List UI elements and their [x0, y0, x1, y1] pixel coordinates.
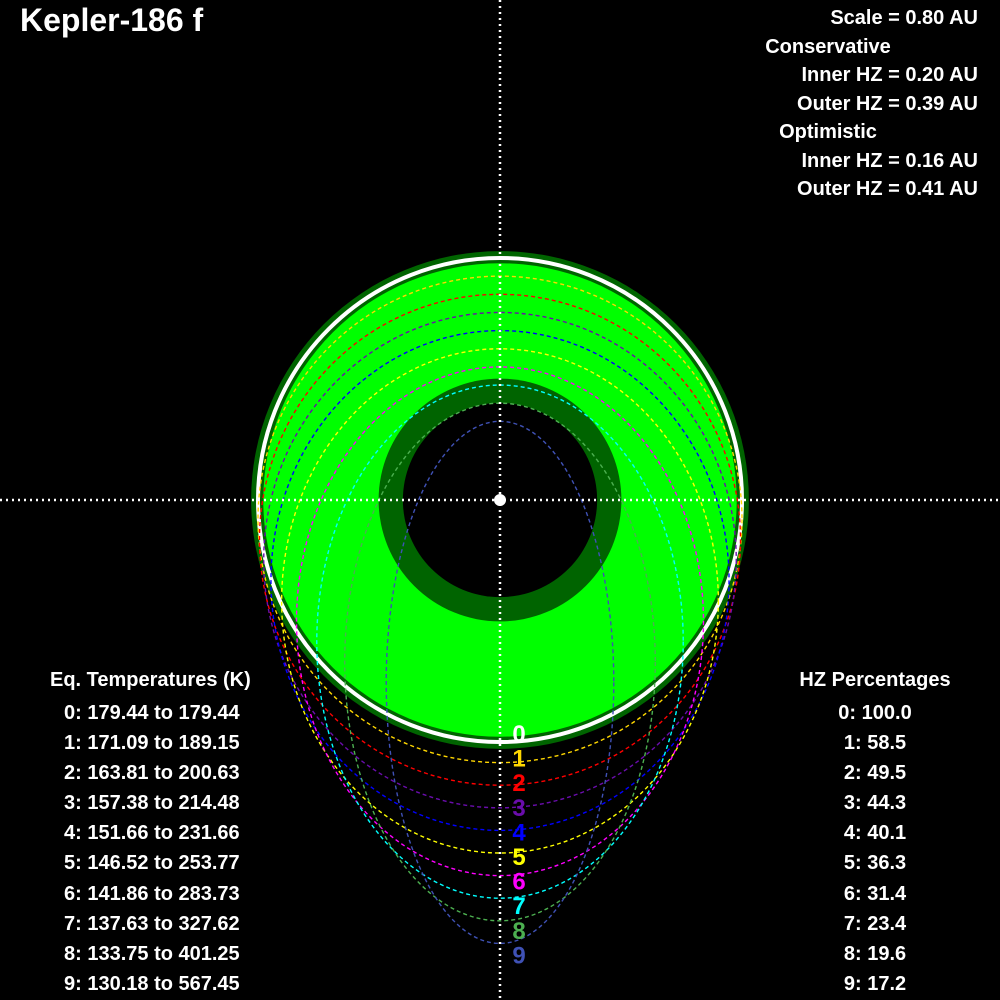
- optimistic-inner-hz: Inner HZ = 0.16 AU: [801, 149, 978, 172]
- hz-percentage-row: 4: 40.1: [843, 822, 907, 845]
- eq-temp-row: 2: 163.81 to 200.63: [64, 762, 240, 785]
- eq-temp-row: 3: 157.38 to 214.48: [64, 792, 240, 815]
- orbit-label-6: 6: [512, 869, 525, 896]
- hz-percentages-header: HZ Percentages: [799, 669, 951, 691]
- hz-percentage-row: 3: 44.3: [843, 792, 907, 815]
- eq-temp-row: 9: 130.18 to 567.45: [64, 972, 240, 995]
- hz-percentage-row: 8: 19.6: [843, 942, 907, 965]
- orbit-label-3: 3: [512, 795, 525, 822]
- scale-label: Scale = 0.80 AU: [830, 7, 978, 29]
- hz-percentage-row: 0: 100.0: [838, 702, 912, 724]
- optimistic-outer-hz: Outer HZ = 0.41 AU: [797, 178, 978, 200]
- eq-temp-row: 6: 141.86 to 283.73: [64, 882, 240, 905]
- eq-temp-row: 4: 151.66 to 231.66: [64, 822, 240, 845]
- conservative-inner-hz: Inner HZ = 0.20 AU: [801, 64, 978, 86]
- orbit-label-1: 1: [512, 746, 525, 773]
- hz-percentages-panel: HZ Percentages 0: 100.0 1: 58.5 2: 49.5 …: [770, 666, 980, 999]
- eq-temp-row: 7: 137.63 to 327.62: [64, 912, 240, 935]
- eq-temp-row: 0: 179.44 to 179.44: [64, 702, 240, 724]
- hz-percentage-row: 7: 23.4: [843, 912, 907, 935]
- hz-percentage-row: 2: 49.5: [843, 762, 907, 785]
- conservative-outer-hz: Outer HZ = 0.39 AU: [797, 92, 978, 115]
- hz-percentage-row: 5: 36.3: [843, 852, 907, 875]
- eq-temperatures-panel: Eq. Temperatures (K) 0: 179.44 to 179.44…: [50, 666, 290, 999]
- orbit-label-5: 5: [512, 844, 525, 871]
- eq-temperatures-header: Eq. Temperatures (K): [50, 669, 251, 691]
- conservative-label: Conservative: [765, 35, 891, 58]
- orbit-label-4: 4: [512, 819, 526, 846]
- orbit-label-8: 8: [512, 918, 525, 945]
- orbit-label-7: 7: [512, 893, 525, 920]
- scale-info-panel: Scale = 0.80 AU Conservative Inner HZ = …: [678, 4, 978, 204]
- eq-temp-row: 8: 133.75 to 401.25: [64, 942, 240, 965]
- orbit-ellipse-3: [263, 311, 737, 809]
- eq-temp-row: 5: 146.52 to 253.77: [64, 852, 240, 875]
- hz-percentage-row: 9: 17.2: [843, 972, 907, 995]
- eq-temp-row: 1: 171.09 to 189.15: [64, 732, 240, 755]
- hz-percentage-row: 6: 31.4: [843, 882, 907, 905]
- optimistic-label: Optimistic: [779, 121, 877, 143]
- star-marker: [494, 494, 506, 506]
- orbit-label-0: 0: [512, 721, 525, 748]
- page-title: Kepler-186 f: [20, 2, 204, 38]
- hz-percentage-row: 1: 58.5: [843, 732, 907, 755]
- orbit-label-9: 9: [512, 942, 525, 969]
- orbit-label-2: 2: [512, 770, 525, 797]
